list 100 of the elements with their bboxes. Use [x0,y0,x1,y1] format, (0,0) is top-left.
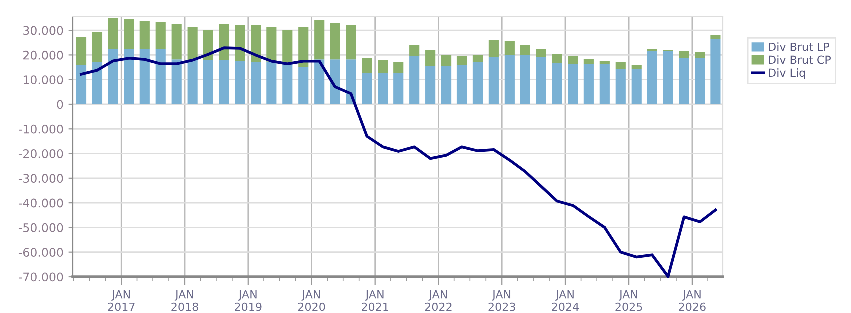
bar [76,65,87,104]
y-tick-label: 10.000 [24,76,64,84]
bar [203,30,214,60]
bar [188,60,198,104]
bar [108,18,118,50]
bar [456,65,468,104]
x-tick-label: JAN 2022 [425,290,452,312]
bar [124,19,134,50]
bar [251,25,262,62]
bar [108,50,118,104]
x-tick-label: JAN 2026 [679,290,706,312]
bar [188,27,198,60]
bar [442,55,452,66]
bar [504,41,515,56]
bar [536,57,546,104]
bar [426,50,436,66]
bar [92,62,103,104]
y-tick-label: 0 [57,100,64,110]
bar [362,73,372,104]
bar [378,60,388,74]
bar [235,25,246,62]
bar [346,25,356,60]
bar [410,56,420,104]
bar [520,55,530,104]
legend-label: Div Liq [769,68,806,80]
bar [710,39,721,104]
bar [600,61,610,64]
bar [536,49,546,58]
legend-label: Div Brut LP [769,42,830,52]
bar [616,69,626,104]
bar [488,57,499,104]
bar [472,55,484,62]
bar [330,23,340,60]
bar [695,52,706,58]
bar [504,55,515,104]
bar [426,66,436,104]
bar [584,59,594,64]
x-tick-label: JAN 2017 [108,290,135,312]
bar [663,51,674,104]
bar [600,64,610,104]
y-tick-label: -10.000 [18,124,64,134]
bar [695,58,706,104]
bar [219,24,230,60]
bar [140,50,150,104]
bar [282,30,293,64]
bar [266,27,277,62]
bar [172,60,182,104]
bar [362,58,372,74]
bar [632,65,642,70]
bar [520,45,530,56]
bar [710,35,721,40]
x-tick-label: JAN 2019 [235,290,262,312]
x-tick-label: JAN 2018 [172,290,198,312]
bar [456,56,468,66]
bar [235,61,246,104]
bar [568,64,578,104]
y-tick-label: -60.000 [18,248,64,258]
bar [568,56,578,64]
bar [172,24,182,60]
x-tick-label: JAN 2021 [362,290,388,312]
y-tick-label: -70.000 [18,272,64,282]
bar [314,20,325,60]
bar [552,54,562,64]
bar [584,64,594,104]
bar [616,62,626,70]
y-tick-label: -20.000 [18,150,64,158]
bar [266,62,277,104]
bar [472,62,484,104]
y-tick-label: -40.000 [18,198,64,208]
bar [282,64,293,104]
x-tick-label: JAN 2025 [616,290,642,312]
bar [251,62,262,104]
bar [140,21,150,50]
bar [679,58,690,104]
y-tick-label: -50.000 [18,223,64,232]
bar [394,73,404,104]
bar [394,62,404,74]
x-tick-label: JAN 2024 [552,290,580,312]
y-tick-label: 20.000 [24,50,64,60]
bar [203,60,214,104]
bar [298,27,309,68]
bar [410,45,420,56]
bar [219,60,230,104]
bar [632,69,642,104]
bar [378,73,388,104]
bar [156,50,166,104]
y-tick-label: 30.000 [24,26,64,36]
bar [298,67,309,104]
bar [314,60,325,104]
bar [156,22,166,50]
bar [330,60,340,104]
bar [76,37,87,66]
bar [679,51,690,58]
bar [488,40,499,58]
x-tick-label: JAN 2023 [488,290,516,312]
bar [442,66,452,104]
y-tick-label: -30.000 [18,174,64,184]
bar [647,51,658,104]
bar [124,50,134,104]
bar [92,32,103,62]
